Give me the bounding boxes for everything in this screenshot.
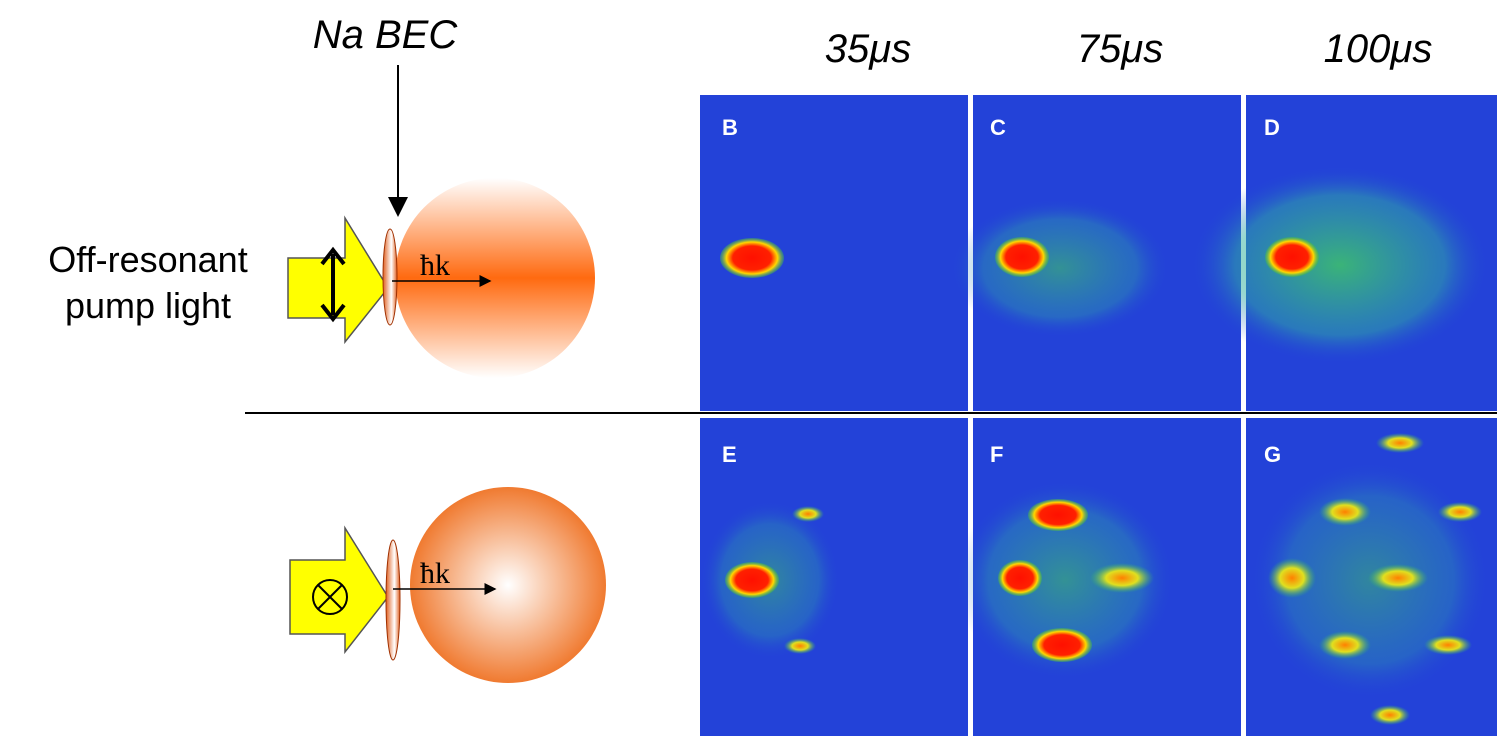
scattered-spot	[1438, 502, 1482, 522]
panel-label: D	[1264, 115, 1280, 140]
scattered-spot	[1424, 635, 1472, 655]
condensate	[1265, 237, 1319, 277]
lens	[383, 229, 397, 325]
time-label: 35μs	[825, 27, 911, 71]
condensate	[995, 237, 1049, 277]
condensate	[725, 562, 779, 598]
panels: B C D E F G	[700, 95, 1497, 736]
figure: 35μs 75μs 100μs Na BEC Off-resonant pump…	[0, 0, 1497, 736]
scattered-spot	[1319, 631, 1371, 659]
time-label: 75μs	[1077, 27, 1163, 71]
scattered-spot	[1028, 499, 1088, 531]
scattered-spot	[1090, 563, 1154, 593]
scattered-spot	[998, 560, 1042, 596]
lens	[386, 540, 400, 660]
panel-label: E	[722, 442, 737, 467]
scattered-spot	[1376, 433, 1424, 453]
scattered-spot	[792, 506, 824, 522]
scattered-spot	[784, 638, 816, 654]
halo	[1190, 165, 1490, 365]
scattered-spot	[1319, 498, 1371, 526]
halo	[950, 198, 1170, 338]
momentum-label: ħk	[420, 249, 450, 282]
condensate	[720, 238, 784, 278]
panel-label: B	[722, 115, 738, 140]
panel-label: C	[990, 115, 1006, 140]
scattered-spot	[1268, 558, 1316, 598]
pump-arrow	[288, 218, 388, 342]
scattered-spot	[1032, 628, 1092, 662]
momentum-label: ħk	[420, 557, 450, 590]
pump-label: Off-resonant	[48, 239, 247, 280]
atom-label: Na BEC	[313, 13, 459, 57]
time-label: 100μs	[1324, 27, 1433, 71]
panel-label: F	[990, 442, 1003, 467]
pump-arrow	[290, 528, 388, 652]
panel-label: G	[1264, 442, 1281, 467]
scattered-spot	[1370, 705, 1410, 725]
scattered-spot	[1368, 564, 1428, 592]
pump-label: pump light	[65, 285, 231, 326]
